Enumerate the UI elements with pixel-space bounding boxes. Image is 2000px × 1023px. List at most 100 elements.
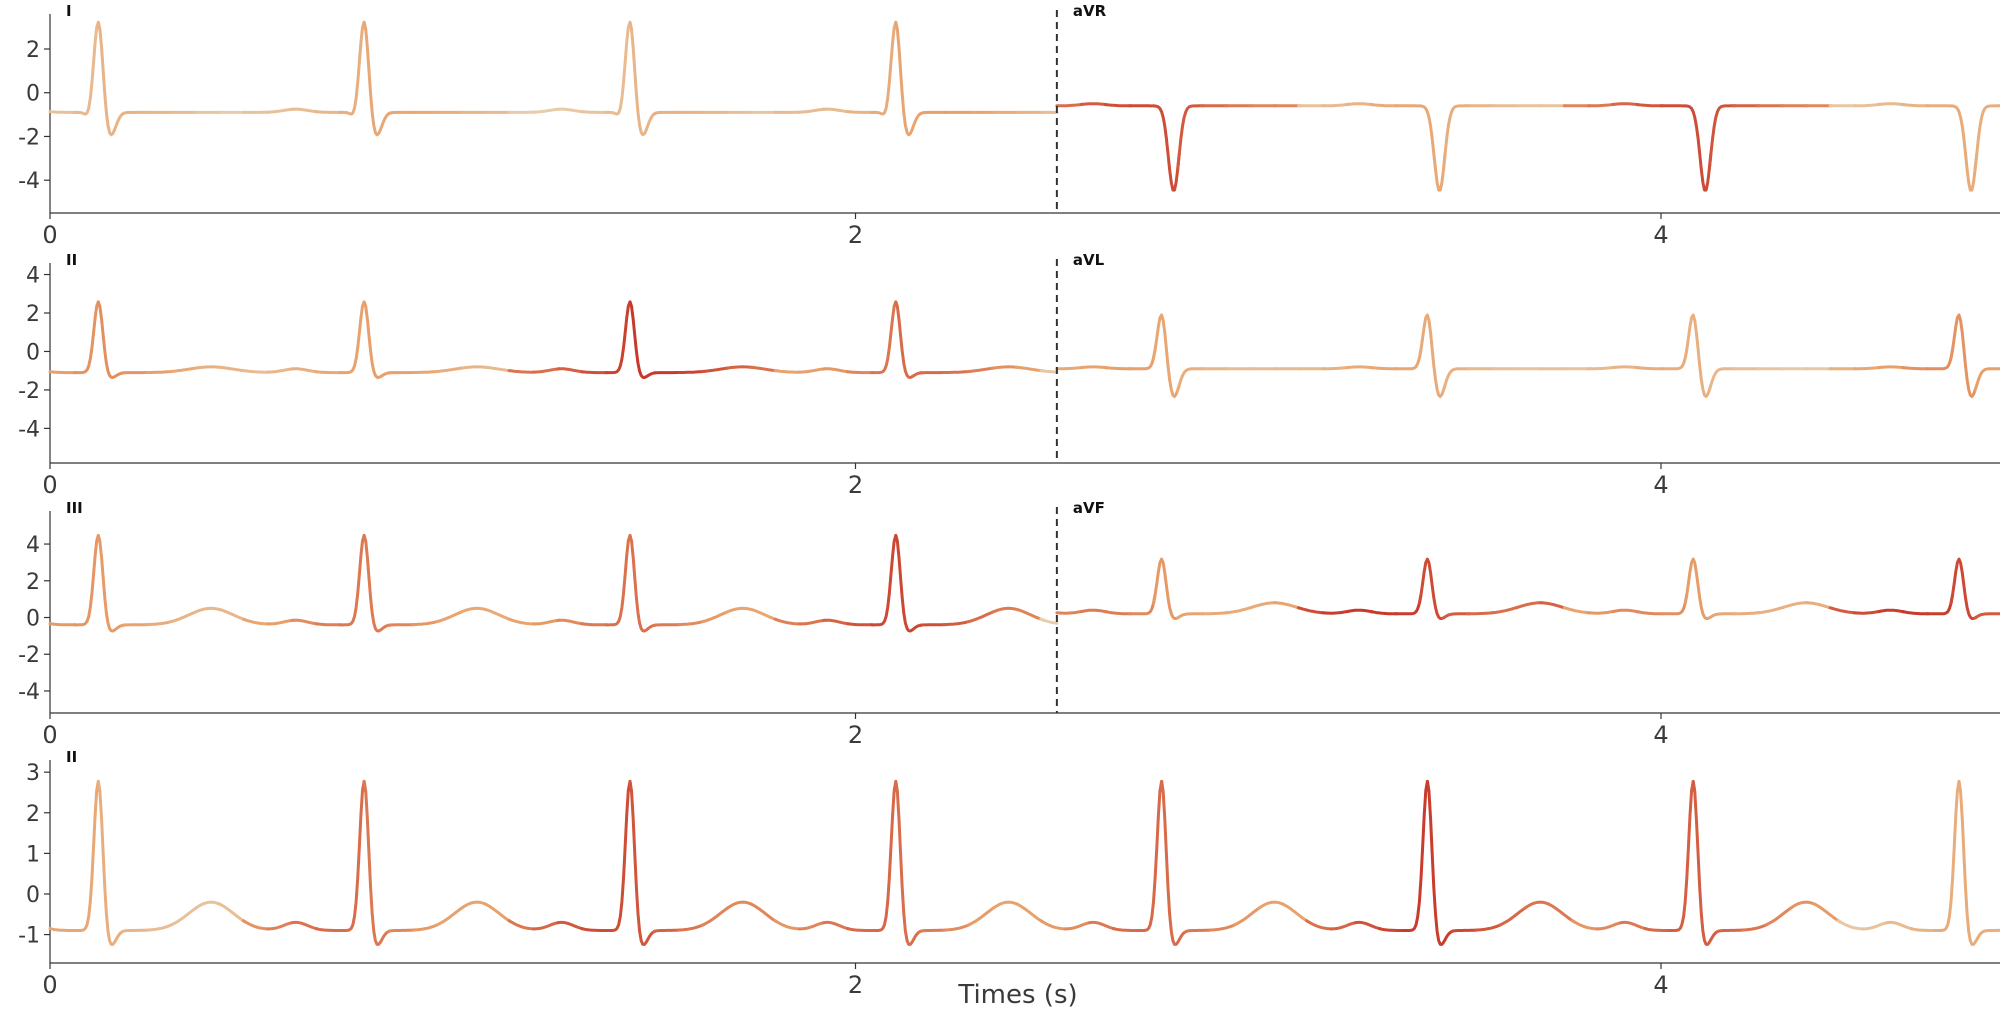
trace-chunk <box>990 606 1020 614</box>
trace-chunk <box>1103 366 1133 371</box>
trace-chunk <box>1127 348 1157 371</box>
trace-chunk <box>1570 919 1600 931</box>
trace-chunk <box>1812 902 1842 924</box>
trace-chunk <box>1256 900 1286 911</box>
trace-chunk <box>193 900 223 911</box>
trace-chunk <box>96 300 126 379</box>
trace-chunk <box>701 906 730 927</box>
trace-chunk <box>48 622 78 627</box>
trace-chunk <box>1248 601 1278 610</box>
trace-chunk <box>483 902 513 924</box>
trace-chunk <box>580 110 609 114</box>
trace-chunk <box>1973 367 2000 392</box>
lead-label: aVL <box>1073 251 1105 269</box>
trace-chunk <box>1111 927 1141 932</box>
trace-chunk <box>652 110 682 116</box>
trace-chunk <box>1417 104 1447 192</box>
trace-chunk <box>72 533 102 627</box>
trace-chunk <box>1635 610 1665 616</box>
trace-chunk <box>121 110 150 116</box>
trace-chunk <box>1683 104 1713 192</box>
trace-chunk <box>1055 102 1085 108</box>
trace-chunk <box>314 110 344 114</box>
trace-chunk <box>1224 605 1254 615</box>
trace-chunk <box>435 366 464 373</box>
trace-chunk <box>314 622 344 627</box>
trace-chunk <box>1369 610 1399 616</box>
trace-chunk <box>386 623 416 627</box>
trace-chunk <box>72 779 102 932</box>
trace-chunk <box>48 927 78 932</box>
trace-chunk <box>1176 367 1205 392</box>
trace-chunk <box>1039 919 1068 931</box>
trace-chunk <box>48 370 78 375</box>
trace-chunk <box>1329 921 1358 931</box>
trace-chunk <box>918 623 948 627</box>
trace-chunk <box>386 371 416 375</box>
trace-chunk <box>894 20 924 137</box>
trace-chunk <box>1877 102 1906 107</box>
lead-trace-aVF <box>1055 557 2000 620</box>
trace-chunk <box>72 300 102 375</box>
y-tick-label: -2 <box>18 643 40 668</box>
trace-chunk <box>1715 928 1745 934</box>
trace-chunk <box>96 20 126 137</box>
trace-chunk <box>749 365 779 373</box>
y-tick-label: -2 <box>18 125 40 150</box>
trace-chunk <box>1860 921 1890 931</box>
trace-chunk <box>1135 779 1165 932</box>
trace-chunk <box>821 367 851 374</box>
trace-chunk <box>193 365 223 370</box>
y-tick-label: 4 <box>26 533 40 558</box>
trace-chunk <box>1490 605 1520 615</box>
trace-chunk <box>1369 103 1399 108</box>
trace-chunk <box>1852 102 1882 108</box>
trace-chunk <box>1393 593 1423 616</box>
y-tick-label: -1 <box>18 924 40 949</box>
trace-chunk <box>531 107 561 114</box>
trace-chunk <box>1055 365 1085 371</box>
x-tick-label: 2 <box>848 221 863 249</box>
trace-chunk <box>1949 104 1979 192</box>
trace-chunk <box>290 920 319 931</box>
lead-trace-I <box>48 20 1059 137</box>
trace-chunk <box>1425 779 1455 946</box>
trace-chunk <box>1176 104 1205 171</box>
trace-chunk <box>1643 927 1673 932</box>
trace-chunk <box>531 618 561 626</box>
trace-chunk <box>290 618 319 626</box>
x-tick-label: 0 <box>42 971 57 999</box>
trace-chunk <box>507 919 537 931</box>
trace-chunk <box>918 371 948 375</box>
y-tick-label: 1 <box>26 842 40 867</box>
trace-chunk <box>169 906 199 927</box>
trace-chunk <box>1901 103 1930 108</box>
lead-label: aVR <box>1073 2 1107 20</box>
trace-chunk <box>918 928 948 934</box>
trace-chunk <box>1707 612 1737 620</box>
trace-chunk <box>1973 104 2000 171</box>
trace-chunk <box>749 902 779 924</box>
trace-chunk <box>1949 313 1979 398</box>
trace-chunk <box>1055 609 1085 615</box>
trace-chunk <box>1659 348 1689 371</box>
trace-chunk <box>1683 557 1713 620</box>
trace-chunk <box>411 619 440 627</box>
trace-chunk <box>870 779 899 932</box>
trace-chunk <box>1079 365 1109 370</box>
trace-chunk <box>870 20 899 116</box>
trace-chunk <box>1981 928 2000 934</box>
y-tick-label: -4 <box>18 417 40 442</box>
trace-chunk <box>1079 608 1109 614</box>
trace-chunk <box>1707 367 1737 392</box>
lead-label: II <box>66 748 77 766</box>
lead-label: II <box>66 251 77 269</box>
trace-chunk <box>1417 557 1447 620</box>
trace-chunk <box>1103 103 1133 108</box>
trace-chunk <box>1764 906 1793 927</box>
ecg-rows: 20-2-402468IaVRV1V4420-2-402468IIaVLV2V5… <box>18 2 2000 999</box>
trace-chunk <box>773 617 803 626</box>
trace-chunk <box>845 370 875 375</box>
trace-chunk <box>1732 611 1761 616</box>
trace-chunk <box>386 928 416 934</box>
